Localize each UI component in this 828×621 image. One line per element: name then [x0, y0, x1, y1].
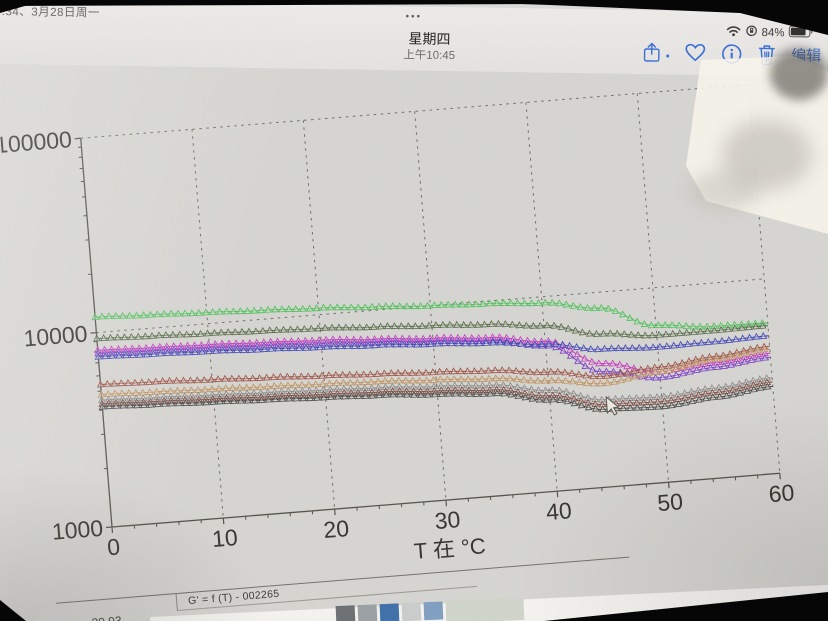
svg-text:50: 50 [656, 488, 684, 516]
trash-button[interactable] [757, 42, 776, 65]
photo-thumbnail[interactable] [335, 605, 356, 621]
svg-text:10000: 10000 [23, 320, 89, 351]
svg-text:60: 60 [768, 479, 796, 507]
photo-thumbnail[interactable] [379, 603, 400, 621]
info-button[interactable] [721, 43, 742, 64]
photo-thumbnail[interactable] [423, 601, 444, 621]
app-chrome: :34、3月28日周一 ••• 84% [0, 0, 828, 77]
svg-text:40: 40 [545, 497, 573, 525]
photo-thumbnail-selected[interactable] [445, 597, 525, 621]
share-button[interactable] [642, 40, 661, 64]
svg-text:20: 20 [322, 515, 350, 543]
chart-figure: 1000 10000 100000 0 10 20 30 40 50 60 T 在 °C G' = … [0, 64, 828, 621]
toolbar-actions: 编辑 [642, 40, 821, 67]
svg-text:100000: 100000 [0, 126, 73, 158]
mouse-cursor-icon [605, 395, 623, 422]
photo-thumbnail[interactable] [357, 604, 378, 621]
photo-content: 1000 10000 100000 0 10 20 30 40 50 60 T 在 °C G' = … [0, 64, 828, 621]
svg-text:0: 0 [106, 533, 121, 560]
edit-button[interactable]: 编辑 [791, 46, 822, 65]
svg-text:30: 30 [434, 506, 462, 534]
photo-thumbnail[interactable] [401, 602, 422, 621]
chart-canvas: 1000 10000 100000 0 10 20 30 40 50 60 T 在 °C [0, 84, 796, 564]
chart-readout: 20.93 [91, 614, 122, 621]
share-menu-dot [666, 53, 670, 58]
svg-text:T 在 °C: T 在 °C [413, 533, 487, 564]
svg-text:1000: 1000 [51, 515, 104, 545]
svg-text:10: 10 [211, 524, 239, 552]
favorite-button[interactable] [684, 43, 706, 63]
